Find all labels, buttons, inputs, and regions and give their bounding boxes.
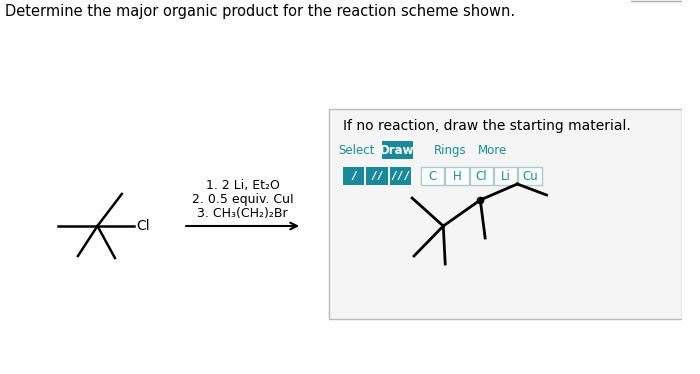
Text: ///: ///: [391, 171, 410, 181]
Text: /: /: [350, 171, 357, 181]
FancyBboxPatch shape: [382, 141, 413, 159]
FancyBboxPatch shape: [445, 167, 468, 185]
Text: Li: Li: [500, 169, 510, 183]
Text: If no reaction, draw the starting material.: If no reaction, draw the starting materi…: [343, 119, 631, 133]
Text: Determine the major organic product for the reaction scheme shown.: Determine the major organic product for …: [5, 4, 515, 19]
Text: C: C: [428, 169, 437, 183]
FancyBboxPatch shape: [470, 167, 493, 185]
Text: Select: Select: [338, 144, 374, 156]
Text: Draw: Draw: [380, 144, 414, 156]
Text: Cl: Cl: [475, 169, 487, 183]
Text: 3. CH₃(CH₂)₂Br: 3. CH₃(CH₂)₂Br: [197, 207, 288, 220]
Text: 1. 2 Li, Et₂O: 1. 2 Li, Et₂O: [206, 179, 279, 192]
FancyBboxPatch shape: [390, 167, 411, 185]
FancyBboxPatch shape: [494, 167, 517, 185]
Text: Cl: Cl: [136, 219, 150, 233]
Text: //: //: [370, 171, 384, 181]
Text: Rings: Rings: [434, 144, 466, 156]
FancyBboxPatch shape: [343, 167, 365, 185]
FancyBboxPatch shape: [366, 167, 388, 185]
FancyBboxPatch shape: [421, 167, 444, 185]
Text: More: More: [478, 144, 508, 156]
FancyBboxPatch shape: [518, 167, 542, 185]
Text: H: H: [452, 169, 461, 183]
Text: 2. 0.5 equiv. CuI: 2. 0.5 equiv. CuI: [192, 193, 293, 206]
Text: Cu: Cu: [522, 169, 538, 183]
FancyBboxPatch shape: [329, 109, 682, 319]
